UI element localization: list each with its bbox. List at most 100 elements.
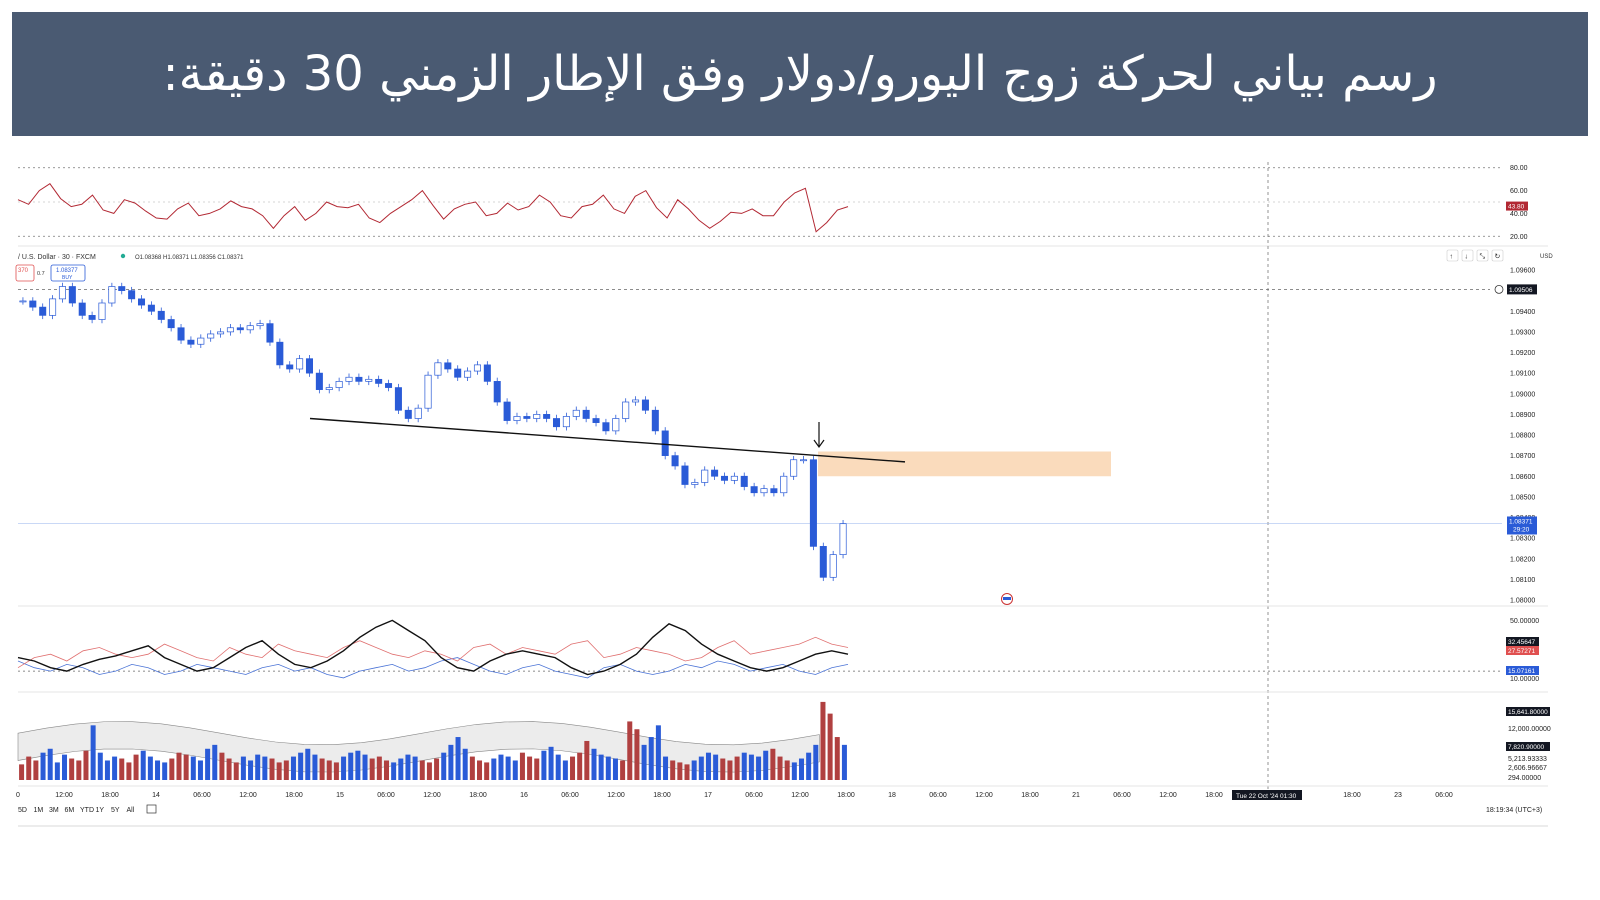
tradingview-chart[interactable]: 80.00 60.00 40.00 20.00 43.80 1.09600 1.09400…: [0, 150, 1600, 850]
volume-bar: [784, 760, 790, 780]
rsi-line: [17, 183, 849, 233]
candle-body: [632, 399, 640, 403]
volume-bar: [655, 725, 661, 780]
candle-body: [473, 364, 481, 372]
volume-bar: [720, 758, 726, 780]
trendline[interactable]: [309, 417, 906, 463]
range-button-6m[interactable]: 6M: [65, 807, 75, 814]
volume-bar: [155, 760, 161, 780]
candle-body: [355, 376, 363, 382]
volume-bar: [69, 758, 75, 780]
volume-bar: [505, 756, 511, 780]
time-axis[interactable]: 0 12:00 18:00 14 06:00 12:00 18:00 15 06:00 12:00…: [16, 785, 1548, 827]
date-range-icon[interactable]: [146, 804, 157, 814]
volume-bar: [541, 750, 547, 780]
expand-icon[interactable]: ⤡: [1476, 249, 1489, 262]
candle-body: [177, 327, 185, 341]
candle-body: [513, 416, 521, 421]
candle-body: [671, 455, 679, 467]
rsi-tick-label: 20.00: [1510, 234, 1528, 241]
currency-label: USD: [1540, 254, 1553, 260]
sell-button[interactable]: 370: [15, 264, 35, 282]
volume-bar: [47, 748, 53, 780]
add-alert-icon[interactable]: [1494, 284, 1504, 294]
volume-bar: [219, 752, 225, 780]
volume-tick-label: 294.00000: [1508, 775, 1541, 782]
volume-bar: [677, 762, 683, 780]
dmi-value-label: 15.07161: [1508, 668, 1535, 675]
range-button-5d[interactable]: 5D: [18, 807, 27, 814]
volume-bar: [19, 764, 25, 780]
rsi-tick-label: 40.00: [1510, 211, 1528, 218]
volume-value-badge: [1506, 707, 1550, 716]
dmi-tick-label: 10.00000: [1510, 676, 1539, 683]
volume-bar: [104, 760, 110, 780]
flag-stripe: [1003, 597, 1011, 600]
time-tick-label: 18: [888, 792, 896, 799]
time-tick-label: 06:00: [1435, 792, 1453, 799]
volume-bar: [412, 756, 418, 780]
candle-body: [138, 298, 146, 306]
volume-bar: [777, 756, 783, 780]
price-tick-label: 1.08300: [1510, 536, 1535, 543]
banner-title: رسم بياني لحركة زوج اليورو/دولار وفق الإ…: [162, 46, 1438, 102]
volume-bar: [326, 760, 332, 780]
candle-body: [562, 416, 570, 428]
volume-bar: [584, 740, 590, 780]
candle-body: [246, 325, 254, 331]
candle-body: [720, 475, 728, 481]
volume-bar: [684, 764, 690, 780]
price-panel[interactable]: 1.09600 1.09400 1.09300 1.09200 1.09100 1.090…: [18, 162, 1548, 790]
ohlc-readout: O1.08368 H1.08371 L1.08356 C1.08371: [135, 255, 244, 261]
crosshair-price-label: 1.09506: [1509, 287, 1533, 294]
volume-bar: [591, 748, 597, 780]
range-button-1y[interactable]: 1Y: [96, 807, 105, 814]
reload-icon[interactable]: ↻: [1491, 249, 1504, 262]
candle-body: [39, 306, 47, 316]
rsi-value-label: 43.80: [1508, 204, 1525, 211]
volume-bar: [369, 758, 375, 780]
volume-bar: [348, 752, 354, 780]
crosshair-time-label: Tue 22 Oct '24 01:30: [1236, 793, 1297, 800]
spread-value: 0.7: [37, 271, 45, 277]
volume-bar: [562, 760, 568, 780]
volume-bar: [405, 754, 411, 780]
candle-body: [375, 378, 383, 384]
range-button-3m[interactable]: 3M: [49, 807, 59, 814]
price-tick-label: 1.09600: [1510, 268, 1535, 275]
volume-bar: [534, 758, 540, 780]
range-button-5y[interactable]: 5Y: [111, 807, 120, 814]
time-tick-label: 16: [520, 792, 528, 799]
volume-bar: [455, 737, 461, 780]
range-button-all[interactable]: All: [127, 807, 135, 814]
volume-bar: [391, 762, 397, 780]
volume-bar: [741, 752, 747, 780]
dmi-value-badge: [1506, 637, 1539, 646]
arrow-down-icon[interactable]: ↓: [1461, 249, 1474, 262]
dmi-line: [17, 619, 849, 676]
time-tick-label: 23: [1394, 792, 1402, 799]
price-tick-label: 1.09000: [1510, 391, 1535, 398]
price-scale-toolbar[interactable]: ↑ ↓ ⤡ ↻: [1446, 249, 1504, 262]
candle-body: [701, 469, 709, 483]
price-tick-label: 1.09300: [1510, 329, 1535, 336]
dmi-value-badge: [1506, 646, 1539, 655]
candle-body: [444, 362, 452, 370]
volume-bar: [734, 756, 740, 780]
arrow-up-icon[interactable]: ↑: [1446, 249, 1459, 262]
title-banner: رسم بياني لحركة زوج اليورو/دولار وفق الإ…: [12, 12, 1588, 136]
buy-button[interactable]: 1.08377 BUY: [50, 264, 86, 282]
dmi-line: [17, 657, 849, 679]
volume-bar: [33, 760, 39, 780]
volume-bar: [484, 762, 490, 780]
candle-body: [780, 475, 788, 494]
range-button-1m[interactable]: 1M: [34, 807, 44, 814]
time-tick-label: 15: [336, 792, 344, 799]
volume-bar: [519, 752, 525, 780]
range-button-ytd[interactable]: YTD: [80, 807, 94, 814]
candle-body: [740, 475, 748, 487]
volume-bar: [441, 752, 447, 780]
crosshair-time-badge: [1232, 790, 1302, 800]
buy-label: BUY: [62, 275, 73, 281]
candle-body: [790, 459, 798, 477]
